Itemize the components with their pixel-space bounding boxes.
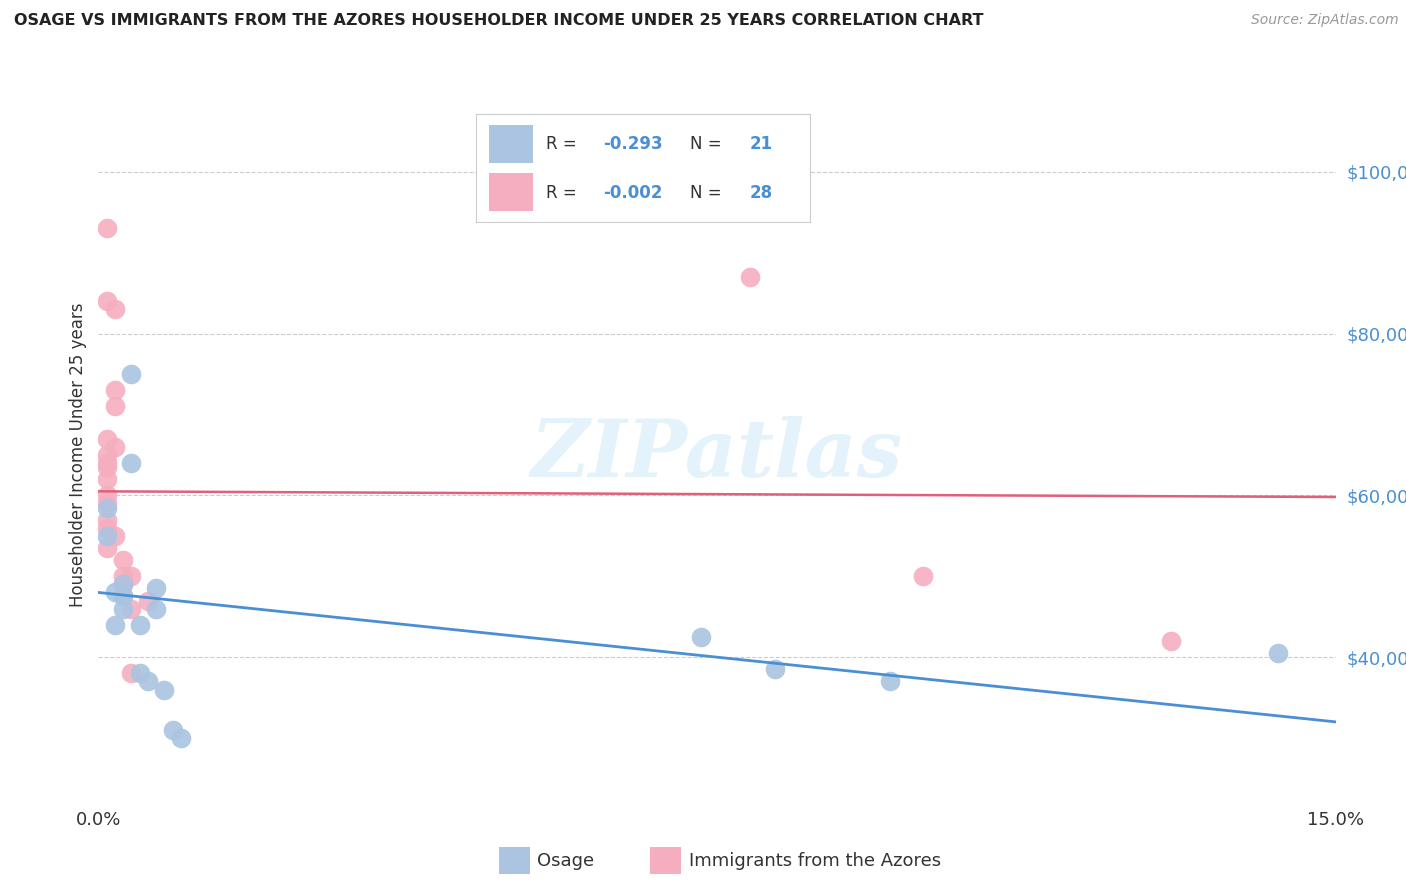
Point (763, 662, 786, 676)
Point (96, 294, 118, 309)
Point (96, 513, 118, 527)
Point (96, 472, 118, 486)
Point (112, 590, 135, 604)
Y-axis label: Householder Income Under 25 years: Householder Income Under 25 years (69, 302, 87, 607)
Point (128, 617, 150, 632)
Point (153, 682, 176, 697)
Point (96, 460, 118, 475)
Point (128, 666, 150, 681)
Point (145, 582, 167, 596)
Point (104, 400, 127, 414)
Point (112, 590, 135, 604)
Point (104, 302, 127, 317)
Point (104, 383, 127, 397)
Point (136, 593, 159, 607)
Point (879, 674, 901, 689)
Point (96, 456, 118, 470)
Point (96, 529, 118, 543)
Point (112, 577, 135, 591)
Point (104, 529, 127, 543)
Text: Immigrants from the Azores: Immigrants from the Azores (689, 852, 941, 870)
Point (738, 269, 761, 284)
Text: Osage: Osage (537, 852, 595, 870)
Text: Source: ZipAtlas.com: Source: ZipAtlas.com (1251, 13, 1399, 28)
Point (104, 617, 127, 632)
Point (145, 601, 167, 615)
Point (96, 221, 118, 235)
Point (120, 666, 142, 681)
Point (96, 521, 118, 535)
Point (1160, 634, 1182, 648)
Point (170, 731, 193, 745)
Point (112, 553, 135, 567)
Point (120, 569, 142, 583)
Point (96, 500, 118, 515)
Point (112, 577, 135, 591)
Point (136, 674, 159, 689)
Point (96, 488, 118, 502)
Point (96, 541, 118, 555)
Point (104, 585, 127, 599)
Point (120, 456, 142, 470)
Point (112, 601, 135, 615)
Text: ZIPatlas: ZIPatlas (531, 417, 903, 493)
Point (120, 367, 142, 381)
Point (1267, 646, 1289, 660)
Point (104, 440, 127, 454)
Point (162, 723, 184, 737)
Point (689, 630, 711, 644)
Point (96, 496, 118, 510)
Point (96, 448, 118, 462)
Point (912, 569, 935, 583)
Text: OSAGE VS IMMIGRANTS FROM THE AZORES HOUSEHOLDER INCOME UNDER 25 YEARS CORRELATIO: OSAGE VS IMMIGRANTS FROM THE AZORES HOUS… (14, 13, 984, 29)
Point (120, 601, 142, 615)
Point (96, 432, 118, 446)
Point (112, 569, 135, 583)
